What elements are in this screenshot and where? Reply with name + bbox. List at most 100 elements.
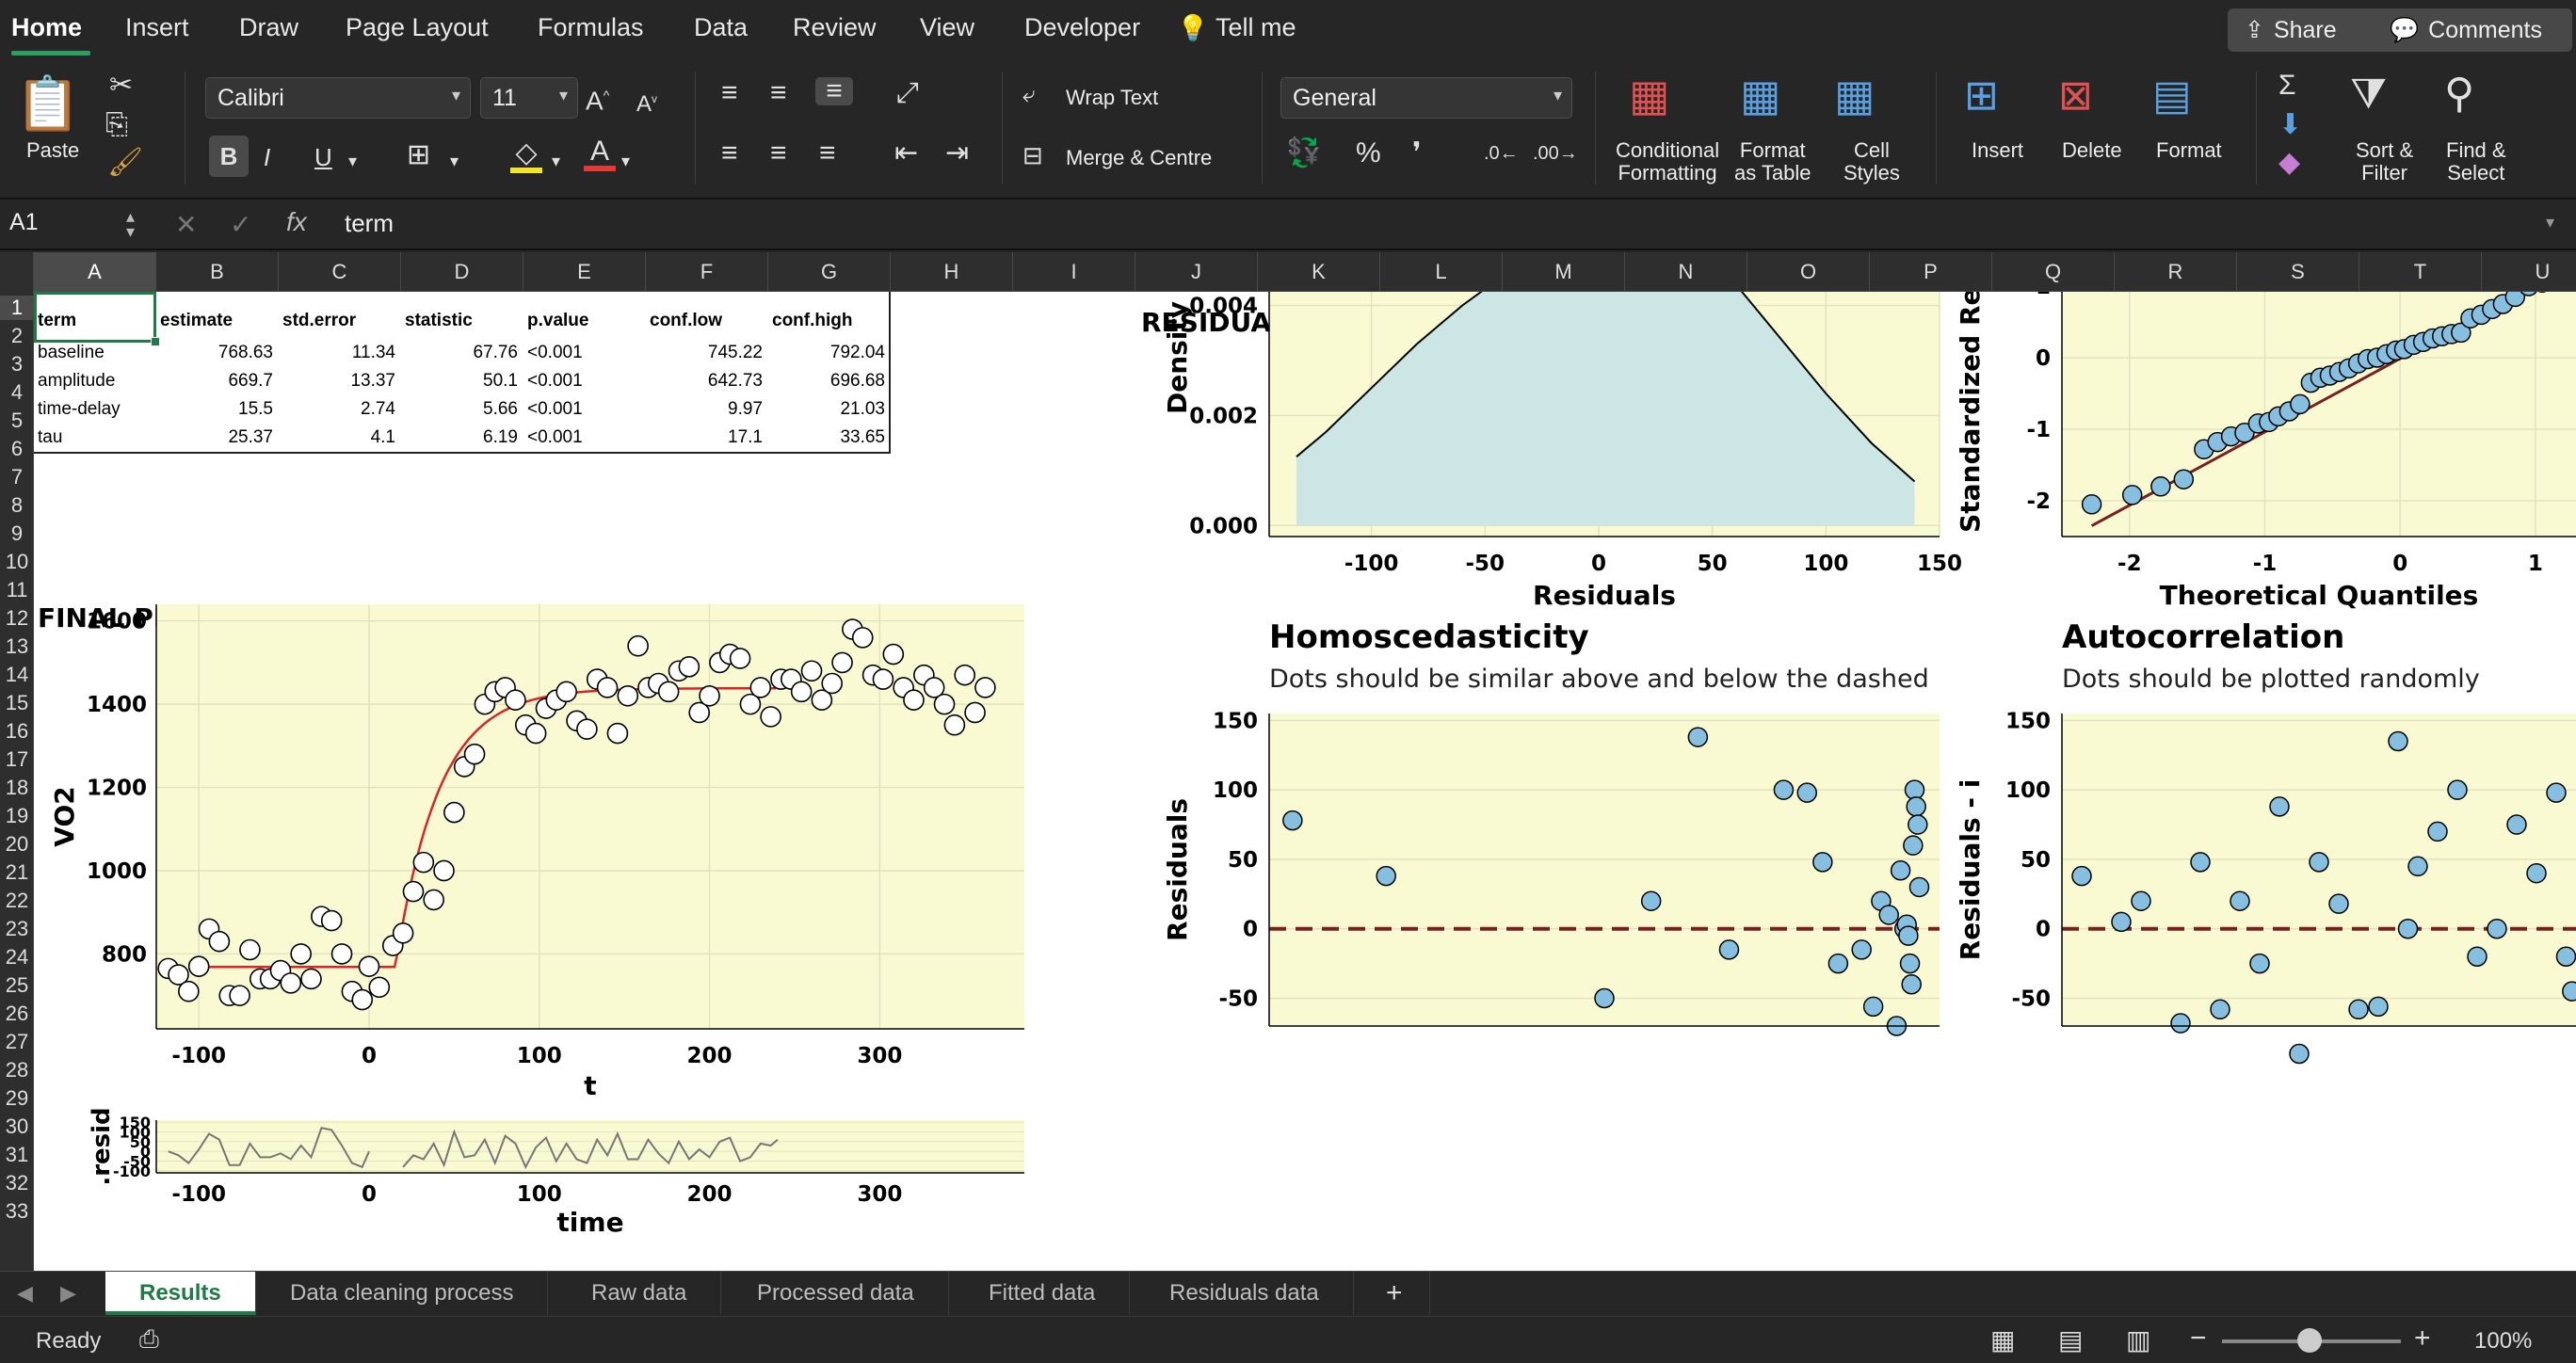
name-box-stepper-icon[interactable]: ▴ ▾: [126, 207, 136, 241]
normal-view-icon[interactable]: ▦: [1990, 1325, 2016, 1355]
format-as-table-button[interactable]: Format as Table: [1734, 139, 1811, 184]
tell-me-search[interactable]: Tell me: [1216, 13, 1296, 41]
conditional-formatting-icon[interactable]: ▦: [1629, 71, 1670, 120]
cut-icon[interactable]: ✂: [109, 70, 134, 101]
tab-page-layout[interactable]: Page Layout: [346, 13, 489, 41]
font-size-select[interactable]: 11 ▾: [480, 77, 578, 119]
row-header-13[interactable]: 13: [5, 634, 29, 658]
row-header-23[interactable]: 23: [5, 917, 29, 940]
comments-button[interactable]: 💬 Comments: [2373, 8, 2572, 52]
sheet-tab-raw-data[interactable]: Raw data: [557, 1272, 722, 1315]
row-header-6[interactable]: 6: [10, 437, 24, 460]
table-cell[interactable]: <0.001: [527, 427, 583, 447]
row-header-4[interactable]: 4: [10, 380, 24, 404]
chevron-down-icon[interactable]: ▾: [348, 152, 358, 170]
italic-button[interactable]: I: [264, 143, 271, 171]
table-cell[interactable]: 9.97: [728, 399, 763, 419]
column-header-a[interactable]: A: [34, 252, 156, 292]
table-cell[interactable]: 4.1: [370, 427, 395, 447]
column-header-m[interactable]: M: [1503, 252, 1625, 292]
align-bottom-icon[interactable]: ≡: [815, 77, 853, 105]
percent-icon[interactable]: %: [1356, 137, 1381, 168]
accessibility-icon[interactable]: ⎙: [139, 1324, 159, 1353]
table-cell[interactable]: <0.001: [527, 343, 583, 362]
zoom-out-button[interactable]: −: [2190, 1323, 2207, 1354]
underline-button[interactable]: U: [314, 143, 332, 171]
row-header-11[interactable]: 11: [6, 578, 28, 601]
table-header-cell[interactable]: conf.high: [772, 311, 853, 330]
autosum-icon[interactable]: Σ: [2278, 70, 2296, 101]
column-header-e[interactable]: E: [523, 252, 646, 292]
find-select-icon[interactable]: ⚲: [2444, 71, 2475, 117]
column-header-n[interactable]: N: [1625, 252, 1747, 292]
table-cell[interactable]: 5.66: [483, 399, 518, 419]
table-cell[interactable]: 669.7: [228, 371, 273, 391]
table-cell[interactable]: 21.03: [840, 399, 885, 419]
add-sheet-button[interactable]: +: [1360, 1272, 1430, 1315]
table-cell[interactable]: <0.001: [527, 371, 583, 391]
row-header-20[interactable]: 20: [5, 832, 29, 856]
format-as-table-icon[interactable]: ▦: [1740, 71, 1781, 120]
cell-styles-icon[interactable]: ▦: [1834, 71, 1876, 120]
merge-centre-button[interactable]: Merge & Centre: [1066, 146, 1213, 169]
tab-home[interactable]: Home: [11, 13, 83, 41]
borders-icon[interactable]: ⊞: [407, 139, 431, 170]
sheet-tab-results[interactable]: Results: [105, 1272, 256, 1315]
tab-developer[interactable]: Developer: [1024, 13, 1141, 41]
sheet-tab-residuals-data[interactable]: Residuals data: [1135, 1272, 1354, 1315]
table-cell[interactable]: 768.63: [217, 343, 273, 362]
row-header-14[interactable]: 14: [5, 663, 29, 686]
row-header-10[interactable]: 10: [5, 550, 29, 573]
column-header-c[interactable]: C: [279, 252, 401, 292]
chevron-down-icon[interactable]: ▾: [552, 152, 561, 170]
font-name-select[interactable]: Calibri ▾: [205, 77, 471, 119]
table-header-cell[interactable]: estimate: [160, 311, 233, 330]
row-header-32[interactable]: 32: [5, 1171, 29, 1195]
row-header-28[interactable]: 28: [5, 1058, 29, 1082]
table-cell[interactable]: tau: [38, 427, 63, 447]
worksheet-grid[interactable]: FINAL PLOT: RESIDUALS: -100 0 100 200 300 800…: [34, 292, 2576, 1271]
tab-insert[interactable]: Insert: [125, 13, 189, 41]
table-cell[interactable]: 25.37: [228, 427, 273, 447]
table-header-cell[interactable]: statistic: [405, 311, 473, 330]
comma-style-icon[interactable]: ❜: [1412, 137, 1422, 168]
row-header-16[interactable]: 16: [5, 719, 29, 743]
row-header-30[interactable]: 30: [5, 1114, 29, 1138]
tab-formulas[interactable]: Formulas: [538, 13, 644, 41]
align-left-icon[interactable]: ≡: [721, 137, 738, 168]
clear-icon[interactable]: ◆: [2278, 147, 2301, 178]
column-header-g[interactable]: G: [768, 252, 891, 292]
increase-font-icon[interactable]: A^: [586, 86, 610, 116]
select-all-corner[interactable]: [0, 252, 34, 292]
table-cell[interactable]: 15.5: [238, 399, 273, 419]
font-color-icon[interactable]: A: [584, 137, 616, 171]
increase-indent-icon[interactable]: ⇥: [945, 137, 970, 168]
fill-handle[interactable]: [151, 337, 160, 346]
sheet-tab-processed-data[interactable]: Processed data: [723, 1272, 949, 1315]
table-cell[interactable]: time-delay: [38, 399, 121, 419]
column-header-k[interactable]: K: [1258, 252, 1380, 292]
format-cells-icon[interactable]: ▤: [2152, 72, 2192, 119]
bold-button[interactable]: B: [209, 136, 249, 177]
row-header-17[interactable]: 17: [5, 747, 29, 771]
format-button[interactable]: Format: [2156, 138, 2222, 162]
row-header-33[interactable]: 33: [5, 1199, 29, 1223]
table-cell[interactable]: 13.37: [350, 371, 395, 391]
insert-button[interactable]: Insert: [1972, 138, 2024, 162]
align-top-icon[interactable]: ≡: [721, 77, 738, 108]
wrap-text-button[interactable]: Wrap Text: [1066, 86, 1159, 109]
row-header-8[interactable]: 8: [10, 493, 24, 517]
paste-icon[interactable]: 📋: [15, 73, 81, 133]
table-cell[interactable]: 67.76: [473, 343, 518, 362]
format-painter-icon[interactable]: 🖌: [107, 147, 144, 178]
column-header-i[interactable]: I: [1013, 252, 1135, 292]
table-cell[interactable]: 33.65: [840, 427, 885, 447]
row-header-21[interactable]: 21: [5, 860, 29, 884]
table-cell[interactable]: 50.1: [483, 371, 518, 391]
column-header-s[interactable]: S: [2237, 252, 2359, 292]
column-header-h[interactable]: H: [891, 252, 1013, 292]
row-header-12[interactable]: 12: [5, 606, 29, 630]
row-header-15[interactable]: 15: [5, 691, 29, 714]
row-header-19[interactable]: 19: [5, 804, 29, 827]
share-button[interactable]: ⇪ Share: [2228, 8, 2393, 52]
